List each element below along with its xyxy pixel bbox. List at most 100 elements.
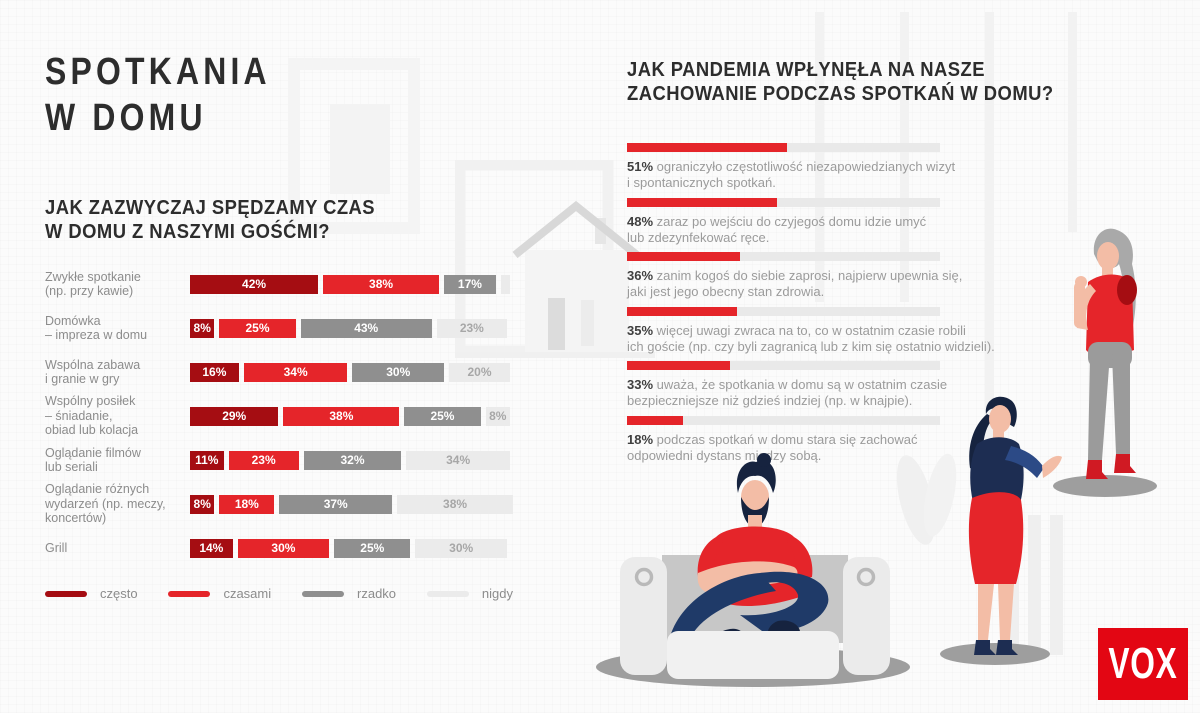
category-label: Oglądanie filmów lub seriali xyxy=(45,445,141,475)
bar-segment-często: 16% xyxy=(190,362,239,382)
bar-group: 14% 30% 25% 30% xyxy=(190,538,512,558)
pandemic-stat-item: 51% ograniczyło częstotliwość niezapowie… xyxy=(627,143,1087,192)
progress-fill xyxy=(627,361,731,370)
pandemic-stat-item: 48% zaraz po wejściu do czyjegoś domu id… xyxy=(627,197,1087,247)
legend-item-nigdy: nigdy xyxy=(426,586,513,601)
progress-fill xyxy=(627,415,684,425)
bar-segment-czasami: 23% xyxy=(228,450,299,470)
category-label: Wspólna zabawa i granie w gry xyxy=(45,357,141,387)
stat-percent: 33% xyxy=(627,377,657,392)
man-on-couch-illustration xyxy=(596,453,910,687)
bar-segment-czasami: 38% xyxy=(283,406,400,426)
bar-segment-czasami: 38% xyxy=(323,274,439,294)
progress-track xyxy=(627,415,940,425)
bar-segment-rzadko: 25% xyxy=(334,538,411,558)
legend-swatch xyxy=(302,590,345,597)
picture-frame-inner-decor xyxy=(330,104,390,194)
progress-track xyxy=(627,361,940,370)
bar-segment-nigdy: 20% xyxy=(448,362,510,382)
category-label: Zwykłe spotkanie (np. przy kawie) xyxy=(45,269,141,299)
main-title: SPOTKANIA W DOMU xyxy=(45,51,271,139)
stat-description: więcej uwagi zwraca na to, co w ostatnim… xyxy=(627,322,995,354)
plant-and-panel-decor xyxy=(896,453,1063,655)
left-section-title: JAK ZAZWYCZAJ SPĘDZAMY CZAS W DOMU Z NAS… xyxy=(45,197,376,243)
stat-description: zaraz po wejściu do czyjegoś domu idzie … xyxy=(627,213,927,245)
chart-legend: często czasami rzadko nigdy xyxy=(45,586,513,601)
chart-row: Oglądanie różnych wydarzeń (np. meczy, k… xyxy=(45,482,545,526)
legend-label: nigdy xyxy=(481,586,513,601)
legend-item-często: często xyxy=(45,586,138,601)
stat-percent: 35% xyxy=(627,322,657,338)
pandemic-stat-item: 35% więcej uwagi zwraca na to, co w osta… xyxy=(627,306,1087,356)
bar-segment-czasami: 25% xyxy=(219,318,296,338)
bar-segment-czasami: 30% xyxy=(237,538,330,558)
vox-logo-text: VOX xyxy=(1108,639,1178,688)
bar-segment-rzadko: 32% xyxy=(303,450,402,470)
bar-segment-rzadko: 30% xyxy=(352,362,444,382)
stat-percent: 48% xyxy=(627,213,657,229)
stat-description: zanim kogoś do siebie zaprosi, najpierw … xyxy=(627,268,963,300)
pandemic-stat-item: 33% uważa, że spotkania w domu są w osta… xyxy=(627,361,1087,410)
usual-time-chart-section: Zwykłe spotkanie (np. przy kawie) 42% 38% 1… xyxy=(45,262,545,601)
stat-description: ograniczyło częstotliwość niezapowiedzia… xyxy=(627,159,956,191)
pandemic-stat-item: 18% podczas spotkań w domu stara się zac… xyxy=(627,415,1087,465)
bar-segment-rzadko: 25% xyxy=(404,406,481,426)
bar-segment-czasami: 34% xyxy=(243,362,348,382)
bar-group: 42% 38% 17% xyxy=(190,274,515,294)
chart-row: Wspólny posiłek – śniadanie, obiad lub k… xyxy=(45,394,545,438)
bar-segment-często: 42% xyxy=(190,274,319,294)
chart-row: Oglądanie filmów lub seriali 11% 23% 32% 34% xyxy=(45,438,545,482)
category-label: Wspólny posiłek – śniadanie, obiad lub k… xyxy=(45,394,139,438)
legend-swatch xyxy=(45,590,87,597)
bar-segment-rzadko: 43% xyxy=(300,318,432,338)
bar-segment-nigdy: 23% xyxy=(436,318,507,338)
right-section-title: JAK PANDEMIA WPŁYNĘŁA NA NASZE ZACHOWANI… xyxy=(627,59,1054,105)
bar-segment-często: 11% xyxy=(190,450,224,470)
bar-group: 8% 18% 37% 38% xyxy=(190,494,518,514)
stat-description: podczas spotkań w domu stara się zachowa… xyxy=(627,431,918,463)
progress-fill xyxy=(627,252,740,261)
progress-track xyxy=(627,306,940,316)
bar-segment-nigdy: 34% xyxy=(406,450,510,470)
progress-fill xyxy=(627,197,778,207)
stat-description: uważa, że spotkania w domu są w ostatnim… xyxy=(627,377,948,409)
bar-segment-często: 8% xyxy=(190,494,215,514)
bar-group: 11% 23% 32% 34% xyxy=(190,450,515,470)
category-label: Oglądanie różnych wydarzeń (np. meczy, k… xyxy=(45,482,166,526)
bar-segment-często: 8% xyxy=(190,318,215,338)
stat-text: 51% ograniczyło częstotliwość niezapowie… xyxy=(627,159,1087,192)
bar-group: 16% 34% 30% 20% xyxy=(190,362,515,382)
bar-segment-nigdy: 38% xyxy=(397,494,514,514)
chart-row: Domówka – impreza w domu 8% 25% 43% 23% xyxy=(45,306,545,350)
vox-logo: VOX xyxy=(1098,628,1188,700)
chart-row: Grill 14% 30% 25% 30% xyxy=(45,526,545,570)
legend-item-czasami: czasami xyxy=(168,586,271,601)
bar-segment-rzadko: 37% xyxy=(279,494,393,514)
stat-text: 18% podczas spotkań w domu stara się zac… xyxy=(627,432,1087,465)
bar-segment-nigdy: 8% xyxy=(485,406,510,426)
bar-segment-rzadko: 17% xyxy=(443,274,496,294)
progress-track xyxy=(627,252,940,261)
chart-row: Wspólna zabawa i granie w gry 16% 34% 30% 20… xyxy=(45,350,545,394)
stat-percent: 51% xyxy=(627,159,657,174)
bar-group: 29% 38% 25% 8% xyxy=(190,406,515,426)
progress-fill xyxy=(627,143,787,152)
legend-swatch xyxy=(426,590,469,597)
stat-text: 35% więcej uwagi zwraca na to, co w osta… xyxy=(627,323,1087,356)
stat-text: 36% zanim kogoś do siebie zaprosi, najpi… xyxy=(627,268,1087,301)
progress-fill xyxy=(627,306,737,316)
bar-group: 8% 25% 43% 23% xyxy=(190,318,512,338)
category-label: Grill xyxy=(45,540,68,555)
stat-text: 48% zaraz po wejściu do czyjegoś domu id… xyxy=(627,214,1087,247)
chart-row: Zwykłe spotkanie (np. przy kawie) 42% 38% 1… xyxy=(45,262,545,306)
bar-segment-nigdy: 30% xyxy=(415,538,507,558)
stacked-bar-rows: Zwykłe spotkanie (np. przy kawie) 42% 38% 1… xyxy=(45,262,545,570)
stat-percent: 18% xyxy=(627,431,657,447)
bar-segment-nigdy xyxy=(500,274,510,294)
legend-label: czasami xyxy=(223,586,272,601)
legend-item-rzadko: rzadko xyxy=(302,586,396,601)
progress-track xyxy=(627,197,940,207)
legend-label: często xyxy=(100,586,138,601)
pandemic-stats-list: 51% ograniczyło częstotliwość niezapowie… xyxy=(627,143,1087,470)
